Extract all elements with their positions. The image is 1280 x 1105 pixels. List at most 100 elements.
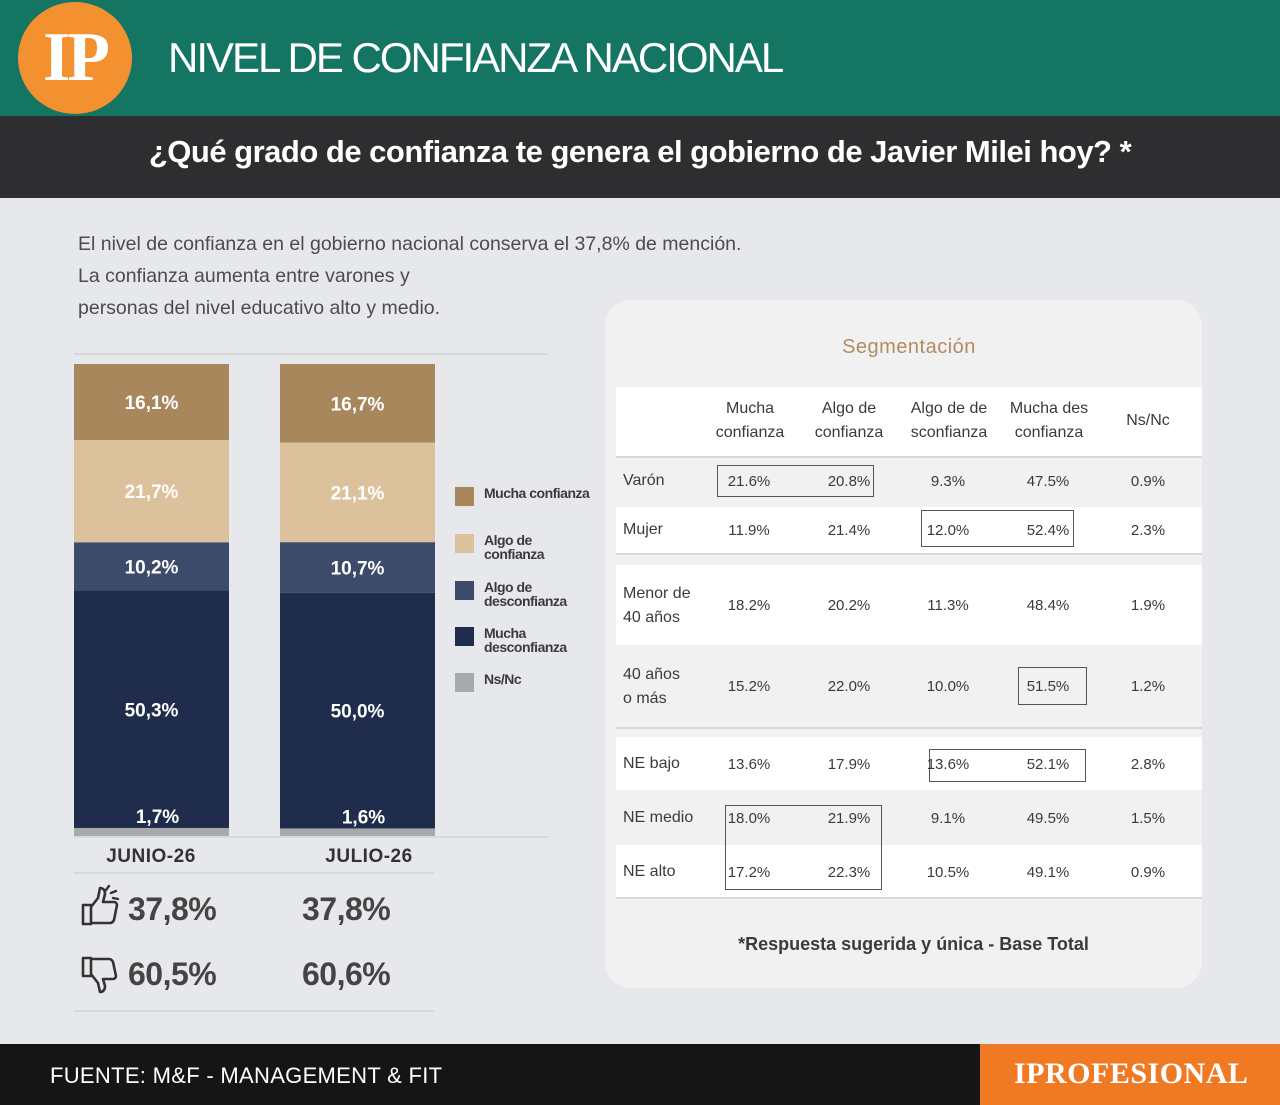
row-label: NE bajo bbox=[623, 752, 680, 776]
row-label: 40 años o más bbox=[623, 663, 680, 711]
confianza-julio: 37,8% bbox=[302, 891, 391, 927]
desconfianza-julio: 60,6% bbox=[302, 956, 391, 992]
category-label-junio: JUNIO-26 bbox=[106, 846, 196, 867]
table-divider bbox=[616, 897, 1202, 899]
legend-swatch bbox=[455, 673, 474, 692]
highlight-box bbox=[929, 749, 1086, 782]
table-cell: 0.9% bbox=[1130, 864, 1166, 881]
chart-top-rule bbox=[74, 353, 548, 355]
table-row bbox=[616, 845, 1202, 897]
row-label: NE medio bbox=[623, 806, 693, 830]
intro-line: El nivel de confianza en el gobierno nac… bbox=[78, 233, 742, 255]
table-cell: 0.9% bbox=[1130, 473, 1166, 490]
table-divider bbox=[616, 553, 1202, 555]
table-cell: 20.2% bbox=[827, 597, 871, 614]
highlight-box bbox=[725, 805, 882, 890]
table-cell: 47.5% bbox=[1026, 473, 1070, 490]
bar-segment bbox=[280, 592, 435, 829]
table-cell: 9.1% bbox=[930, 810, 966, 827]
bar-value-label: 1,7% bbox=[136, 807, 179, 828]
table-cell: 11.9% bbox=[728, 522, 770, 539]
table-cell: 1.2% bbox=[1130, 678, 1166, 695]
confianza-junio: 37,8% bbox=[128, 891, 217, 927]
row-label: Menor de 40 años bbox=[623, 582, 691, 630]
column-header-line: confianza bbox=[715, 424, 785, 441]
legend-label: Algo de desconfianza bbox=[484, 579, 567, 609]
legend-label: Ns/Nc bbox=[484, 671, 522, 687]
table-header: Mucha confianza Algo de confianza Algo d… bbox=[616, 387, 1202, 457]
column-header-line: confianza bbox=[814, 424, 884, 441]
legend-label: Algo de confianza bbox=[484, 532, 545, 562]
bar-value-label: 10,2% bbox=[125, 557, 179, 578]
table-row bbox=[616, 507, 1202, 553]
question-band: ¿Qué grado de confianza te genera el gob… bbox=[0, 116, 1280, 198]
legend-label: Mucha confianza bbox=[484, 485, 590, 501]
summary-rule bbox=[74, 1010, 434, 1012]
legend-swatch bbox=[455, 487, 474, 506]
brand-logo: IPROFESIONAL bbox=[1014, 1057, 1249, 1090]
table-cell: 51.5% bbox=[1026, 678, 1070, 695]
bar-value-label: 50,0% bbox=[331, 702, 385, 723]
table-cell: 1.5% bbox=[1130, 810, 1166, 827]
thumbs-down-icon bbox=[81, 956, 118, 994]
row-label-line: 40 años bbox=[623, 609, 680, 626]
source-text: FUENTE: M&F - MANAGEMENT & FIT bbox=[50, 1063, 443, 1088]
table-cell: 2.8% bbox=[1130, 756, 1166, 773]
table-divider bbox=[616, 727, 1202, 729]
table-cell: 1.9% bbox=[1130, 597, 1166, 614]
survey-question: ¿Qué grado de confianza te genera el gob… bbox=[148, 134, 1132, 169]
row-label-line: o más bbox=[623, 690, 667, 707]
table-cell: 22.3% bbox=[827, 864, 871, 881]
bar-value-label: 16,7% bbox=[331, 394, 385, 415]
table-cell: 49.1% bbox=[1026, 864, 1070, 881]
highlight-box bbox=[1018, 667, 1087, 705]
segmentation-title: Segmentación bbox=[842, 336, 976, 358]
header-band: IP NIVEL DE CONFIANZA NACIONAL bbox=[0, 0, 1280, 116]
table-cell: 18.0% bbox=[727, 810, 771, 827]
table-cell: 21.4% bbox=[827, 522, 871, 539]
column-header-line: confianza bbox=[1014, 424, 1084, 441]
table-cell: 21.9% bbox=[827, 810, 871, 827]
table-row bbox=[616, 737, 1202, 790]
legend-swatch bbox=[455, 581, 474, 600]
bar-segment bbox=[74, 590, 229, 828]
column-header-line: Mucha des bbox=[1009, 400, 1089, 417]
row-label: Mujer bbox=[623, 518, 663, 542]
brand-band: IPROFESIONAL bbox=[980, 1044, 1280, 1105]
table-cell: 49.5% bbox=[1026, 810, 1070, 827]
table-cell: 13.6% bbox=[926, 756, 970, 773]
date-rule bbox=[74, 872, 434, 874]
column-header: Algo de de sconfianza bbox=[899, 397, 999, 445]
table-cell: 2.3% bbox=[1130, 522, 1166, 539]
stacked-bar-chart: 16,1% 21,7% 10,2% 50,3% 1,7% 16,7% 21,1% 10,7% 5… bbox=[74, 364, 435, 836]
row-label-line: Varón bbox=[623, 472, 665, 489]
bar-value-label: 21,1% bbox=[331, 483, 385, 504]
column-header-line: Algo de de bbox=[910, 400, 988, 417]
row-label: Varón bbox=[623, 469, 665, 493]
bar-segment bbox=[280, 364, 435, 443]
table-footnote: *Respuesta sugerida y única - Base Total bbox=[738, 934, 1089, 954]
legend-swatch bbox=[455, 534, 474, 553]
row-label-line: NE medio bbox=[623, 809, 694, 826]
thumbs-up-icon bbox=[81, 884, 120, 926]
table-cell: 9.3% bbox=[930, 473, 966, 490]
table-row bbox=[616, 565, 1202, 645]
row-label-line: NE alto bbox=[623, 863, 676, 880]
chart-bottom-rule bbox=[74, 836, 548, 838]
highlight-box bbox=[717, 465, 874, 497]
column-header-line: Algo de bbox=[821, 400, 877, 417]
bar-segment bbox=[280, 828, 435, 836]
category-label-julio: JULIO-26 bbox=[325, 846, 413, 867]
row-label-line: Mujer bbox=[623, 521, 664, 538]
segmentation-panel: Segmentación Mucha confianza Algo de con… bbox=[605, 300, 1202, 988]
bar-segment bbox=[74, 827, 229, 836]
column-header-line: sconfianza bbox=[910, 424, 988, 441]
table-cell: 18.2% bbox=[727, 597, 771, 614]
bar-value-label: 21,7% bbox=[125, 482, 179, 503]
table-cell: 10.5% bbox=[926, 864, 970, 881]
row-label-line: Menor de bbox=[623, 585, 691, 602]
table-cell: 15.2% bbox=[727, 678, 771, 695]
column-header-line: Ns/Nc bbox=[1126, 412, 1170, 429]
page-title: NIVEL DE CONFIANZA NACIONAL bbox=[168, 34, 784, 81]
bar-value-label: 10,7% bbox=[331, 558, 385, 579]
